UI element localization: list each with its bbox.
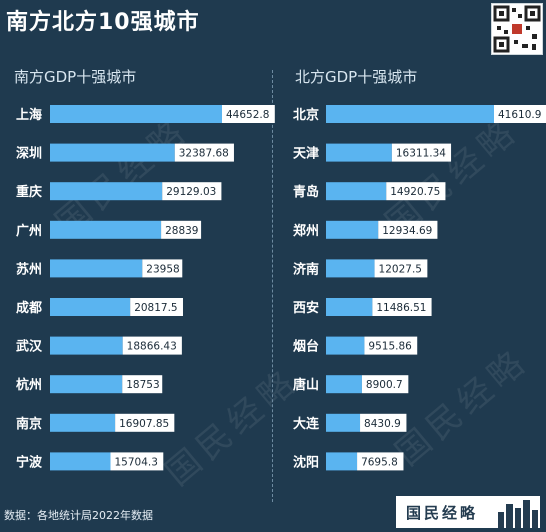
south-category-label: 重庆 [16,184,42,200]
north-bar-chart: 北京 41610.9 天津 16311.34 青岛 14920.75 郑州 12934.69 济… [293,105,546,471]
north-value-label: 8430.9 [364,418,401,430]
south-value-box [162,182,222,201]
north-category-label: 北京 [293,107,319,123]
south-bar [50,413,116,432]
north-category-label: 济南 [293,261,319,277]
south-bar [50,336,123,355]
south-bar [50,105,222,123]
north-value-box [494,105,546,123]
south-bar [50,259,143,278]
south-bar [50,182,163,201]
south-value-label: 15704.3 [114,456,157,468]
north-value-label: 16311.34 [396,148,446,160]
north-bar [326,413,361,432]
south-category-label: 武汉 [16,339,43,355]
north-bar [326,105,494,123]
south-value-label: 32387.68 [179,148,229,160]
south-value-label: 28839 [165,225,198,237]
north-value-label: 11486.51 [376,302,426,314]
north-category-label: 青岛 [293,184,319,200]
north-category-label: 沈阳 [293,454,319,470]
qr-code-icon [491,3,543,55]
south-value-box [122,375,163,394]
south-category-label: 成都 [16,300,42,316]
south-value-label: 16907.85 [119,418,169,430]
north-chart-title: 北方GDP十强城市 [295,68,418,86]
south-category-label: 广州 [16,223,42,239]
south-value-label: 44652.8 [226,109,269,121]
north-category-label: 大连 [293,416,320,432]
north-value-label: 7695.8 [361,456,398,468]
south-category-label: 杭州 [16,377,42,393]
source-note: 数据：各地统计局2022年数据 [4,509,153,522]
north-value-label: 9515.86 [368,341,412,353]
skyline-icon [498,500,538,528]
south-chart-title: 南方GDP十强城市 [14,68,137,86]
north-category-label: 郑州 [293,223,319,239]
north-value-box [372,298,432,316]
north-bar [326,298,373,316]
north-value-label: 12027.5 [379,263,422,275]
north-value-box [357,452,404,471]
south-value-box [174,143,234,162]
south-value-box [161,220,202,239]
south-category-label: 宁波 [16,454,43,470]
south-value-box [115,413,175,432]
south-bar [50,452,111,471]
north-bar [326,220,379,239]
south-category-label: 苏州 [16,261,42,277]
north-value-box [386,182,446,201]
south-bar [50,220,162,239]
north-bar [326,375,362,394]
north-value-box [364,336,418,355]
south-category-label: 深圳 [16,146,42,162]
north-category-label: 天津 [293,146,319,162]
north-value-label: 12934.69 [382,225,432,237]
north-value-label: 8900.7 [366,379,403,391]
north-value-box [360,413,407,432]
brand-logo: 国民经略 [396,496,540,528]
north-value-box [378,220,438,239]
north-value-label: 41610.9 [498,109,541,121]
south-value-label: 18753 [126,379,159,391]
south-value-box [110,452,164,471]
south-bar [50,298,131,316]
south-value-box [130,298,183,316]
north-category-label: 烟台 [293,339,319,355]
north-category-label: 西安 [293,300,319,316]
north-category-label: 唐山 [293,377,319,393]
north-value-box [361,375,409,394]
north-bar [326,259,375,278]
south-value-label: 20817.5 [134,302,177,314]
north-bar [326,182,387,201]
north-value-box [391,143,452,162]
south-category-label: 上海 [16,107,42,123]
panel-divider [272,70,273,502]
south-bar-chart: 上海 44652.8 深圳 32387.68 重庆 29129.03 广州 28839 苏州 23… [16,105,275,471]
south-category-label: 南京 [16,416,42,432]
south-value-label: 18866.43 [127,341,177,353]
north-bar [326,336,365,355]
north-bar [326,143,392,162]
north-value-label: 14920.75 [390,186,440,198]
south-value-box [222,105,275,123]
brand-label: 国民经略 [406,503,479,522]
south-value-box [142,259,183,278]
south-bar [50,143,175,162]
north-bar [326,452,358,471]
south-bar [50,375,123,394]
south-value-box [122,336,182,355]
north-value-box [374,259,428,278]
south-value-label: 23958 [146,263,179,275]
page-title: 南方北方10强城市 [6,10,200,35]
south-value-label: 29129.03 [166,186,216,198]
